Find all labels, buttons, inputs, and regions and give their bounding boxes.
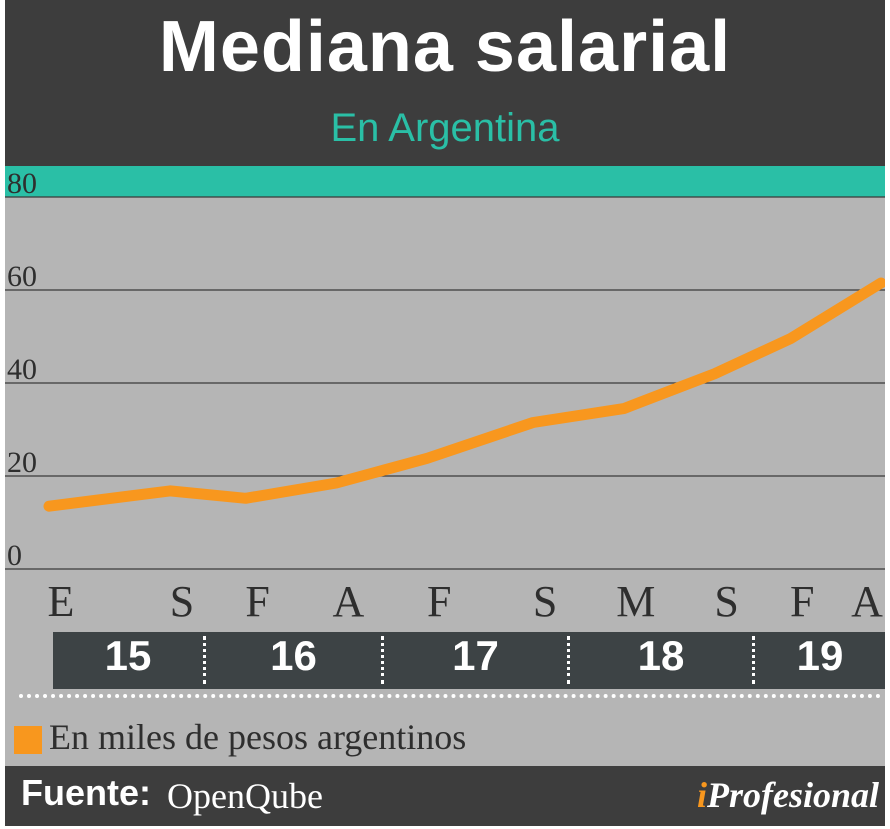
brand-logo-i: i [696, 775, 707, 815]
x-tick-label: S [533, 577, 557, 626]
brand-logo-text: Profesional [706, 775, 879, 815]
chart-frame: Mediana salarial En Argentina 0 20 40 60 80 … [5, 0, 885, 826]
x-tick-label: S [714, 577, 738, 626]
year-label-15: 15 [104, 632, 152, 679]
gridlines [5, 196, 885, 570]
x-tick-label: A [333, 577, 365, 626]
legend-label: En miles de pesos argentinos [49, 717, 467, 757]
year-label-19: 19 [796, 632, 844, 679]
y-tick-label: 80 [7, 167, 37, 200]
accent-bar [5, 166, 885, 197]
year-separator [567, 636, 570, 684]
year-label-18: 18 [637, 632, 685, 679]
y-tick-label: 40 [7, 353, 37, 386]
y-tick-label: 60 [7, 260, 37, 293]
x-tick-label: M [616, 577, 655, 626]
y-tick-label: 20 [7, 446, 37, 479]
footer: Fuente: OpenQube iProfesional [5, 766, 885, 826]
x-tick-label: A [851, 577, 883, 626]
salary-series-line [43, 277, 885, 512]
source-label: Fuente: [21, 772, 151, 813]
x-tick-label: F [245, 577, 269, 626]
chart-title: Mediana salarial [158, 7, 732, 87]
brand-logo: iProfesional [697, 774, 879, 816]
x-tick-label: S [170, 577, 194, 626]
dotted-divider [19, 694, 881, 698]
year-separator [752, 636, 755, 684]
y-tick-label: 0 [7, 539, 22, 572]
year-separator [203, 636, 206, 684]
header: Mediana salarial En Argentina [5, 0, 885, 166]
year-bar: 15 16 17 18 19 [53, 632, 885, 689]
chart-subtitle: En Argentina [330, 106, 560, 150]
y-axis-labels: 0 20 40 60 80 [7, 167, 37, 572]
x-tick-label: E [48, 577, 75, 626]
year-label-16: 16 [270, 632, 317, 679]
legend-swatch [14, 726, 42, 754]
x-tick-label: F [427, 577, 451, 626]
year-separator [381, 636, 384, 684]
year-label-17: 17 [452, 632, 499, 679]
x-tick-label: F [790, 577, 814, 626]
source-value: OpenQube [167, 776, 323, 816]
